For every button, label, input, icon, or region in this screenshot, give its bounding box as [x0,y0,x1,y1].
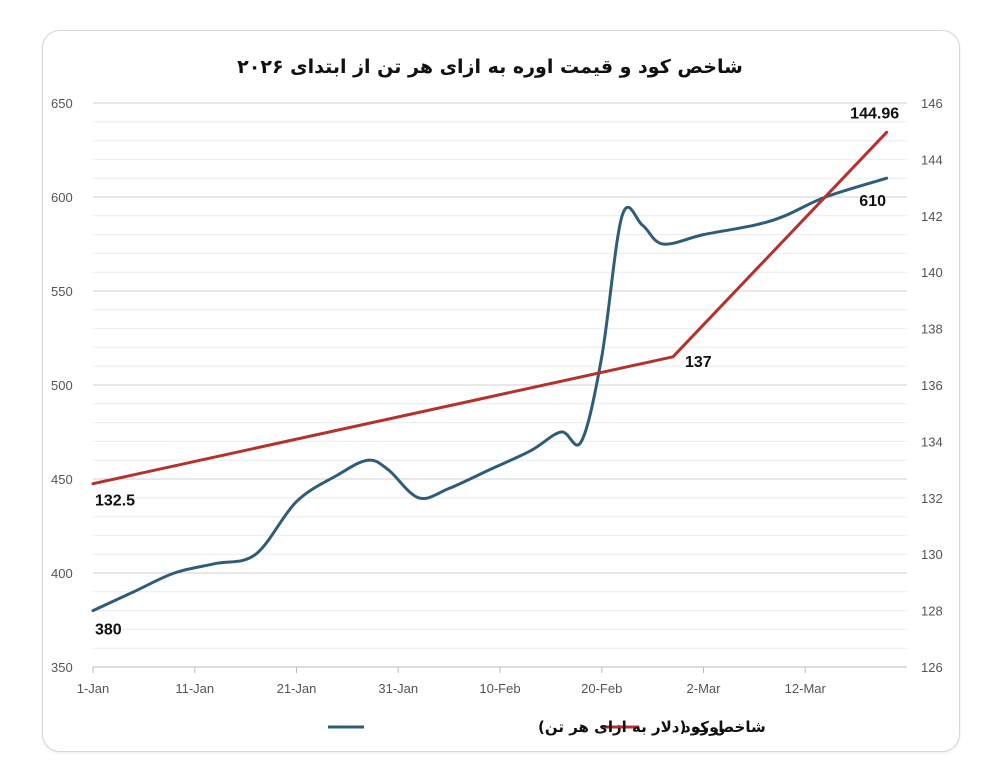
y-left-tick-label: 400 [51,566,73,581]
y-right-tick-label: 126 [921,660,943,675]
x-tick-label: 10-Feb [479,681,520,696]
chart-title: شاخص کود و قیمت اوره به ازای هر تن از اب… [237,56,743,78]
x-tick-label: 20-Feb [581,681,622,696]
y-left-tick-label: 450 [51,472,73,487]
y-left-tick-label: 550 [51,284,73,299]
y-right-tick-label: 132 [921,491,943,506]
axes: 350 400 450 500 550 600 650 126 128 130 132 134 136 1… [51,96,943,696]
y-right-tick-label: 134 [921,434,943,449]
y-right-tick-label: 142 [921,209,943,224]
y-right-tick-label: 146 [921,96,943,111]
legend-label-fertilizer-index: شاخص کود [683,718,766,736]
legend-label-urea: اوره (دلار به ازای هر تن) [538,718,724,736]
data-label: 610 [859,193,886,210]
y-right-tick-label: 128 [921,604,943,619]
data-label: 144.96 [850,105,899,122]
urea-series-line [91,176,889,613]
y-left-tick-label: 500 [51,378,73,393]
line-chart: شاخص کود و قیمت اوره به ازای هر تن از اب… [51,56,943,736]
fertilizer-index-series-line [91,130,889,486]
y-right-tick-label: 138 [921,322,943,337]
x-tick-label: 1-Jan [77,681,110,696]
y-left-tick-label: 600 [51,190,73,205]
series-lines [91,130,889,613]
y-right-tick-label: 130 [921,547,943,562]
y-left-tick-label: 350 [51,660,73,675]
grid-lines [93,102,907,668]
data-labels: 380 610 132.5 137 144.96 [95,105,899,638]
x-tick-label: 31-Jan [378,681,418,696]
y-right-tick-label: 136 [921,378,943,393]
y-right-tick-label: 144 [921,152,943,167]
y-right-tick-label: 140 [921,265,943,280]
data-label: 132.5 [95,493,135,510]
x-tick-label: 11-Jan [175,681,214,696]
data-label: 137 [685,354,712,371]
y-left-tick-label: 650 [51,96,73,111]
x-tick-label: 21-Jan [277,681,317,696]
chart-card: شاخص کود و قیمت اوره به ازای هر تن از اب… [42,30,960,752]
x-tick-label: 12-Mar [785,681,827,696]
data-label: 380 [95,622,122,639]
x-tick-label: 2-Mar [687,681,722,696]
